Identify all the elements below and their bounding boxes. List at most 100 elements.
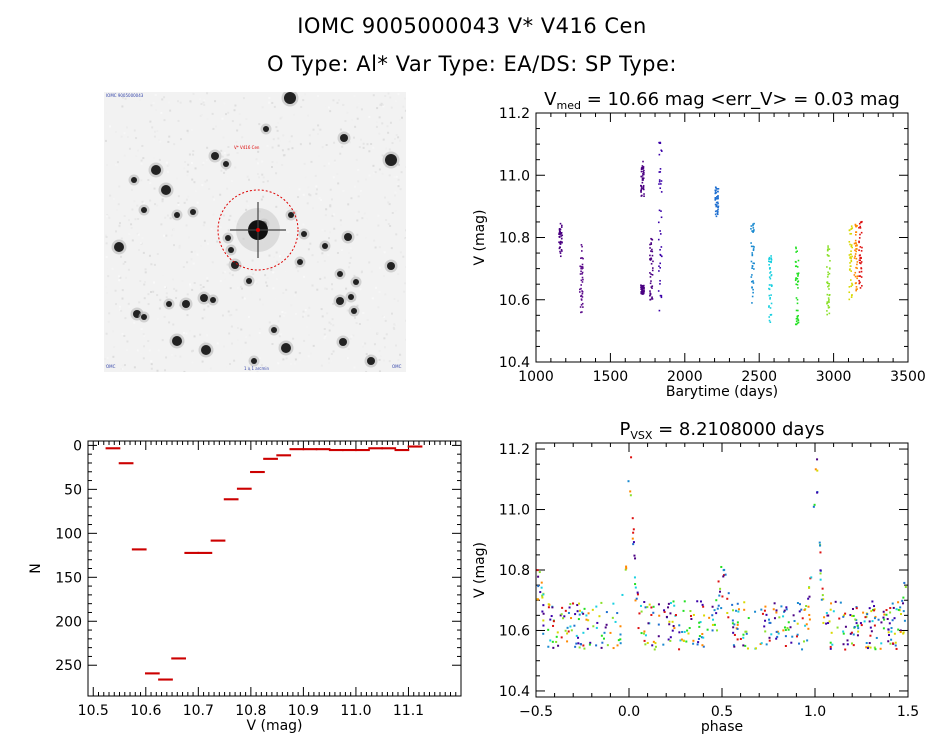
data-point [579, 306, 582, 308]
star [387, 262, 395, 270]
data-point [561, 234, 564, 237]
background-noise [253, 282, 256, 285]
data-point [640, 286, 642, 288]
background-noise [327, 162, 330, 165]
background-noise [268, 371, 271, 372]
data-point [795, 283, 798, 286]
data-point [580, 250, 583, 252]
data-point [827, 300, 830, 303]
data-point [639, 604, 642, 607]
background-noise [402, 255, 405, 258]
data-point [568, 606, 571, 609]
data-point [851, 255, 853, 258]
data-point [775, 611, 778, 614]
x-tick-label: 10.9 [288, 703, 319, 719]
background-noise [293, 294, 296, 297]
background-noise [115, 157, 118, 160]
data-point [854, 275, 857, 278]
background-noise [312, 207, 315, 210]
background-noise [361, 343, 364, 346]
background-noise [347, 347, 350, 350]
data-point [798, 603, 801, 606]
data-point [873, 646, 876, 649]
data-point [581, 257, 583, 259]
background-noise [186, 131, 189, 134]
data-point [657, 221, 660, 224]
background-noise [152, 157, 155, 160]
data-point [581, 266, 584, 268]
background-noise [251, 271, 254, 274]
data-point [753, 262, 755, 265]
data-point [711, 614, 714, 617]
data-point [642, 287, 645, 289]
background-noise [358, 146, 361, 149]
background-noise [257, 150, 260, 153]
data-point [644, 634, 647, 637]
star [151, 165, 161, 175]
data-point [580, 304, 583, 306]
background-noise [150, 290, 153, 293]
data-point [883, 618, 886, 621]
background-noise [133, 200, 136, 203]
data-point [581, 292, 584, 295]
background-noise [137, 149, 140, 152]
background-noise [236, 339, 239, 342]
data-point [775, 630, 778, 633]
data-point [699, 621, 702, 624]
data-point [560, 232, 562, 235]
data-point [702, 645, 705, 648]
star [353, 279, 359, 285]
data-point [542, 604, 545, 607]
background-noise [330, 283, 333, 286]
data-point [640, 285, 643, 287]
background-noise [398, 118, 401, 121]
data-point [825, 611, 828, 614]
background-noise [107, 275, 110, 278]
data-point [784, 628, 787, 631]
data-point [765, 613, 768, 616]
background-noise [104, 357, 107, 360]
background-noise [190, 350, 193, 353]
data-point [826, 301, 829, 303]
background-noise [161, 339, 164, 342]
data-point [903, 581, 906, 584]
star [281, 343, 291, 353]
background-noise [248, 368, 251, 371]
background-noise [378, 350, 381, 353]
background-noise [390, 106, 393, 109]
data-point [558, 228, 561, 231]
background-noise [142, 251, 145, 254]
data-point [776, 630, 779, 633]
background-noise [394, 100, 397, 103]
plot-frame [535, 442, 909, 698]
data-point [547, 645, 550, 648]
background-noise [307, 248, 310, 251]
background-noise [353, 356, 356, 359]
data-point [745, 632, 748, 635]
background-noise [288, 361, 291, 364]
background-noise [125, 276, 128, 279]
data-point [892, 642, 895, 645]
data-point [559, 252, 562, 254]
data-point [712, 618, 715, 621]
background-noise [378, 290, 381, 293]
star [190, 209, 196, 215]
data-point [646, 641, 649, 644]
data-point [640, 290, 643, 293]
data-point [636, 591, 639, 594]
data-point [777, 632, 780, 635]
background-noise [258, 327, 261, 330]
data-point [814, 468, 817, 471]
background-noise [374, 286, 377, 289]
data-point [885, 613, 888, 616]
background-noise [234, 166, 237, 169]
data-point [602, 637, 605, 640]
background-noise [105, 236, 108, 239]
x-tick-label: 1.5 [897, 704, 919, 720]
data-point [859, 254, 861, 256]
data-point [851, 282, 853, 285]
background-noise [234, 104, 237, 107]
data-point [624, 568, 627, 571]
data-point [668, 623, 671, 626]
background-noise [307, 355, 310, 358]
